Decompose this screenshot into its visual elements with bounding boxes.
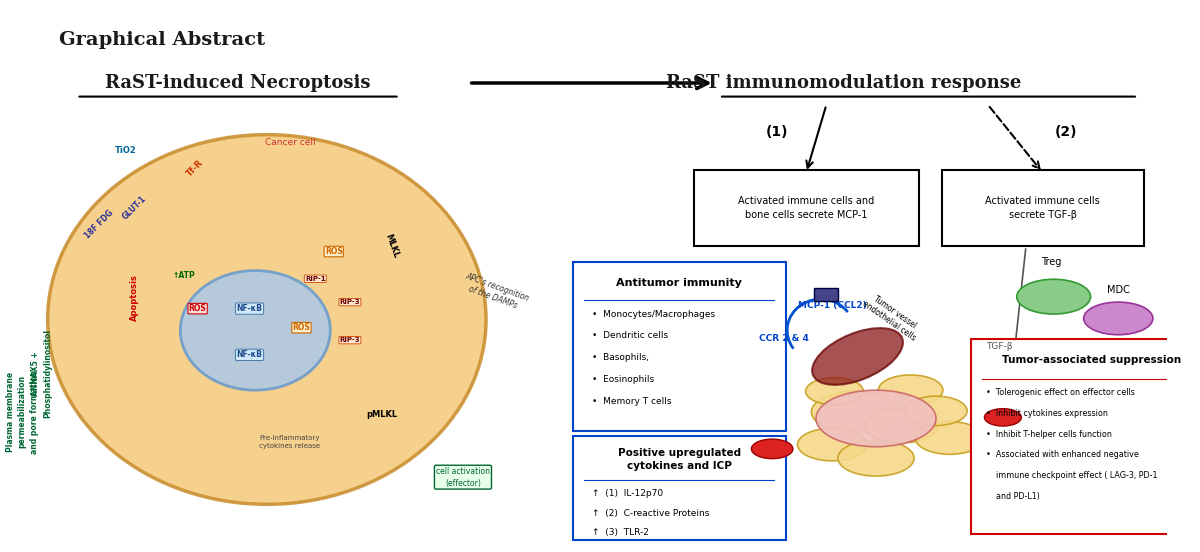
Circle shape: [1084, 302, 1153, 335]
Text: Activated immune cells and
bone cells secrete MCP-1: Activated immune cells and bone cells se…: [738, 196, 875, 220]
Ellipse shape: [812, 328, 902, 385]
Text: MDC: MDC: [1106, 285, 1129, 295]
Text: ↑  (2)  C-reactive Proteins: ↑ (2) C-reactive Proteins: [592, 508, 709, 518]
Ellipse shape: [48, 135, 486, 505]
Circle shape: [811, 391, 899, 433]
Text: immune checkpoint effect ( LAG-3, PD-1: immune checkpoint effect ( LAG-3, PD-1: [985, 471, 1157, 480]
Text: Treg: Treg: [1042, 257, 1062, 267]
Text: Tf-R: Tf-R: [185, 158, 205, 178]
Text: ANNAX5 +
Phosphatidylinositol: ANNAX5 + Phosphatidylinositol: [31, 330, 53, 418]
Text: NF-κB: NF-κB: [236, 351, 263, 359]
Circle shape: [878, 375, 943, 405]
FancyBboxPatch shape: [942, 170, 1144, 246]
Text: •  Memory T cells: • Memory T cells: [592, 396, 672, 406]
Text: ↑ATP: ↑ATP: [173, 272, 196, 280]
Text: pMLKL: pMLKL: [367, 410, 397, 419]
Circle shape: [984, 408, 1021, 426]
Circle shape: [816, 390, 936, 447]
Text: Cancer cell: Cancer cell: [265, 139, 316, 147]
Text: •  Inhibit T-helper cells function: • Inhibit T-helper cells function: [985, 429, 1111, 439]
Text: TiO2: TiO2: [115, 146, 137, 156]
Text: Plasma membrane
permeabilization
and pore formation: Plasma membrane permeabilization and por…: [6, 370, 38, 454]
Text: ↑  (3)  TLR-2: ↑ (3) TLR-2: [592, 528, 649, 537]
Text: •  Eosinophils: • Eosinophils: [592, 375, 654, 384]
Text: (2): (2): [1055, 125, 1078, 139]
FancyBboxPatch shape: [814, 288, 838, 301]
Text: •  Associated with enhanced negative: • Associated with enhanced negative: [985, 450, 1139, 459]
Text: TGF-β: TGF-β: [986, 342, 1013, 351]
Circle shape: [916, 422, 984, 454]
Text: 18F FDG: 18F FDG: [84, 208, 115, 240]
FancyBboxPatch shape: [572, 437, 786, 540]
FancyBboxPatch shape: [572, 262, 786, 431]
Circle shape: [805, 378, 863, 405]
Text: RIP-1: RIP-1: [305, 275, 325, 282]
Text: RIP-3: RIP-3: [340, 299, 360, 305]
Text: GLUT-1: GLUT-1: [120, 194, 148, 222]
Text: Activated immune cells
secrete TGF-β: Activated immune cells secrete TGF-β: [985, 196, 1100, 220]
Text: CCR 2 & 4: CCR 2 & 4: [758, 334, 809, 343]
Text: Antitumor immunity: Antitumor immunity: [617, 278, 743, 288]
Text: Tumor-associated suppression: Tumor-associated suppression: [1002, 355, 1181, 365]
Text: APC's recognition
of the DAMPs: APC's recognition of the DAMPs: [461, 271, 530, 314]
Text: ↑  (1)  IL-12p70: ↑ (1) IL-12p70: [592, 489, 664, 498]
Circle shape: [838, 440, 914, 476]
Text: ROS: ROS: [293, 323, 311, 332]
Circle shape: [798, 428, 866, 461]
Circle shape: [864, 408, 938, 443]
Text: RaST-induced Necroptosis: RaST-induced Necroptosis: [106, 74, 371, 92]
Text: Pre-inflammatory
cytokines release: Pre-inflammatory cytokines release: [259, 435, 320, 449]
Text: •  Inhibit cytokines expression: • Inhibit cytokines expression: [985, 409, 1108, 418]
Text: cell activation
(effector): cell activation (effector): [436, 467, 490, 487]
Text: •  Dendritic cells: • Dendritic cells: [592, 331, 668, 340]
Text: and PD-L1): and PD-L1): [985, 492, 1039, 501]
Text: ROS: ROS: [188, 304, 206, 313]
Circle shape: [751, 439, 793, 459]
FancyBboxPatch shape: [971, 338, 1200, 534]
Circle shape: [1016, 279, 1091, 314]
Text: ROS: ROS: [325, 247, 343, 256]
Text: Graphical Abstract: Graphical Abstract: [59, 31, 265, 49]
Ellipse shape: [180, 270, 330, 390]
Text: MLKL: MLKL: [383, 233, 400, 259]
Text: Apoptosis: Apoptosis: [130, 274, 139, 321]
Text: Positive upregulated
cytokines and ICP: Positive upregulated cytokines and ICP: [618, 448, 740, 471]
Text: NF-κB: NF-κB: [236, 304, 263, 313]
Text: RIP-3: RIP-3: [340, 337, 360, 343]
Circle shape: [905, 396, 967, 426]
Text: RaST immunomodulation response: RaST immunomodulation response: [666, 74, 1021, 92]
Text: Tumor vessel
endothelial cells: Tumor vessel endothelial cells: [860, 290, 924, 343]
FancyBboxPatch shape: [694, 170, 919, 246]
Text: MCP-1 (CCL2): MCP-1 (CCL2): [798, 301, 866, 310]
Text: •  Tolerogenic effect on effector cells: • Tolerogenic effect on effector cells: [985, 389, 1134, 397]
Text: •  Basophils,: • Basophils,: [592, 353, 649, 362]
Text: •  Monocytes/Macrophages: • Monocytes/Macrophages: [592, 310, 715, 319]
Text: (1): (1): [766, 125, 788, 139]
